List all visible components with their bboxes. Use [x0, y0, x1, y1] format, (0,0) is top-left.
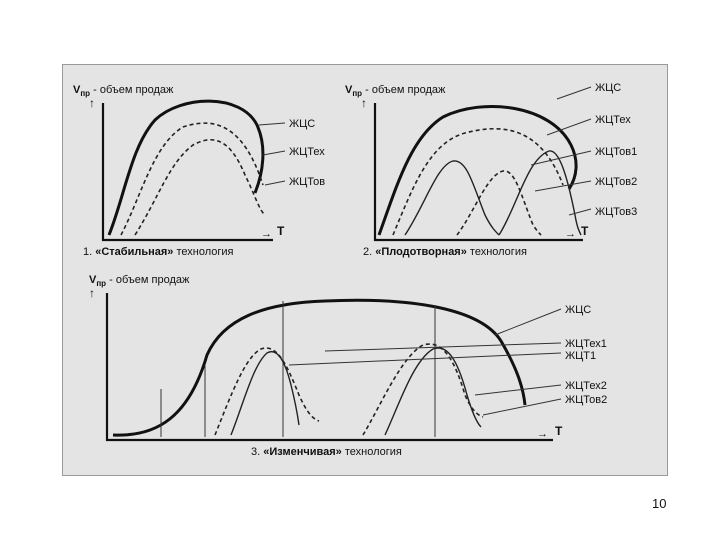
- d1-lcs-curve: [107, 99, 265, 236]
- d1-product-leader: [264, 180, 286, 186]
- d2-x-axis-arrow: →: [565, 228, 576, 240]
- life-cycle-diagrams: Vпр - объем продаж ↑ → T ЖЦС ЖЦТех ЖЦТов…: [73, 82, 637, 458]
- d2-lcs-leader: [556, 86, 592, 100]
- d2-tech-curve: [392, 127, 564, 236]
- d3-x-axis-label: T: [555, 424, 563, 438]
- d2-label-product2: ЖЦТов2: [595, 176, 637, 188]
- d3-label-product1: ЖЦТ1: [565, 350, 596, 362]
- diagram-fruitful-technology: Vпр - объем продаж ↑ → T ЖЦС ЖЦТех ЖЦТов…: [345, 82, 637, 258]
- d3-caption-title: «Изменчивая»: [263, 446, 342, 458]
- d2-product3-leader: [568, 208, 592, 216]
- d1-caption-title: «Стабильная»: [95, 246, 173, 258]
- d1-caption-rest: технология: [173, 246, 233, 258]
- d3-lcs-curve: [112, 298, 527, 437]
- d3-y-axis-label: - объем продаж: [106, 274, 190, 286]
- d1-label-product: ЖЦТов: [289, 176, 325, 188]
- d2-y-axis-arrow: ↑: [361, 96, 367, 110]
- d2-y-axis-subscript: пр: [352, 89, 362, 98]
- d2-label-lcs: ЖЦС: [595, 82, 621, 94]
- d2-product2-leader: [534, 180, 592, 192]
- d2-caption-number: 2.: [363, 246, 375, 258]
- d2-product3-curve: [498, 150, 582, 236]
- d2-product1-curve: [404, 160, 500, 236]
- d3-caption-number: 3.: [251, 446, 263, 458]
- d3-label-tech1: ЖЦТех1: [565, 338, 607, 350]
- d3-y-axis-arrow: ↑: [89, 286, 95, 300]
- d3-tech1-curve: [214, 347, 320, 436]
- d3-product2-leader: [482, 398, 562, 416]
- diagram-changing-technology: Vпр - объем продаж ↑ → T: [89, 274, 607, 458]
- svg-text:1. «Стабильная» технология: 1. «Стабильная» технология: [83, 246, 234, 258]
- d3-label-lcs: ЖЦС: [565, 304, 591, 316]
- d1-tech-curve: [120, 122, 264, 236]
- d1-y-axis-label: - объем продаж: [90, 84, 174, 96]
- d3-lcs-leader: [494, 308, 562, 336]
- d2-lcs-curve: [377, 105, 578, 236]
- svg-text:Vпр - объем продаж: Vпр - объем продаж: [89, 274, 190, 288]
- svg-text:Vпр - объем продаж: Vпр - объем продаж: [345, 84, 446, 98]
- d2-label-product1: ЖЦТов1: [595, 146, 637, 158]
- d3-tech1-leader: [324, 342, 562, 352]
- d2-caption-title: «Плодотворная»: [375, 246, 467, 258]
- d3-label-tech2: ЖЦТех2: [565, 380, 607, 392]
- svg-text:3. «Изменчивая» технология: 3. «Изменчивая» технология: [251, 446, 402, 458]
- d1-x-axis-label: T: [277, 224, 285, 238]
- d3-y-axis-subscript: пр: [96, 279, 106, 288]
- d1-y-axis-arrow: ↑: [89, 96, 95, 110]
- diagram-stable-technology: Vпр - объем продаж ↑ → T ЖЦС ЖЦТех ЖЦТов…: [73, 84, 325, 258]
- d3-product1-curve: [230, 350, 300, 436]
- page-number: 10: [652, 496, 667, 511]
- d3-axes: [105, 293, 553, 442]
- d1-x-axis-arrow: →: [261, 228, 272, 240]
- d1-y-axis-subscript: пр: [80, 89, 90, 98]
- scanned-figure: Vпр - объем продаж ↑ → T ЖЦС ЖЦТех ЖЦТов…: [62, 64, 668, 476]
- svg-text:Vпр - объем продаж: Vпр - объем продаж: [73, 84, 174, 98]
- d2-axes: [373, 103, 583, 242]
- d2-x-axis-label: T: [581, 224, 589, 238]
- d1-label-lcs: ЖЦС: [289, 118, 315, 130]
- d3-caption-rest: технология: [342, 446, 402, 458]
- d1-label-tech: ЖЦТех: [289, 146, 325, 158]
- d1-lcs-leader: [258, 122, 286, 126]
- d3-x-axis-arrow: →: [537, 428, 548, 440]
- d2-label-product3: ЖЦТов3: [595, 206, 637, 218]
- d2-y-axis-symbol: V: [345, 84, 353, 96]
- d1-product-curve: [134, 139, 266, 236]
- d2-product2-curve: [456, 170, 542, 236]
- d2-tech-leader: [546, 118, 592, 136]
- svg-text:2. «Плодотворная» технология: 2. «Плодотворная» технология: [363, 246, 527, 258]
- d1-caption-number: 1.: [83, 246, 95, 258]
- d3-product1-leader: [288, 352, 562, 366]
- d2-caption-rest: технология: [467, 246, 527, 258]
- d3-y-axis-symbol: V: [89, 274, 97, 286]
- d2-product1-leader: [530, 150, 592, 166]
- d2-label-tech: ЖЦТех: [595, 114, 631, 126]
- d3-product2-curve: [384, 347, 482, 436]
- d2-y-axis-label: - объем продаж: [362, 84, 446, 96]
- d3-label-product2: ЖЦТов2: [565, 394, 607, 406]
- d1-tech-leader: [262, 150, 286, 156]
- d1-axes: [101, 103, 273, 242]
- d1-y-axis-symbol: V: [73, 84, 81, 96]
- d3-tech2-leader: [474, 384, 562, 396]
